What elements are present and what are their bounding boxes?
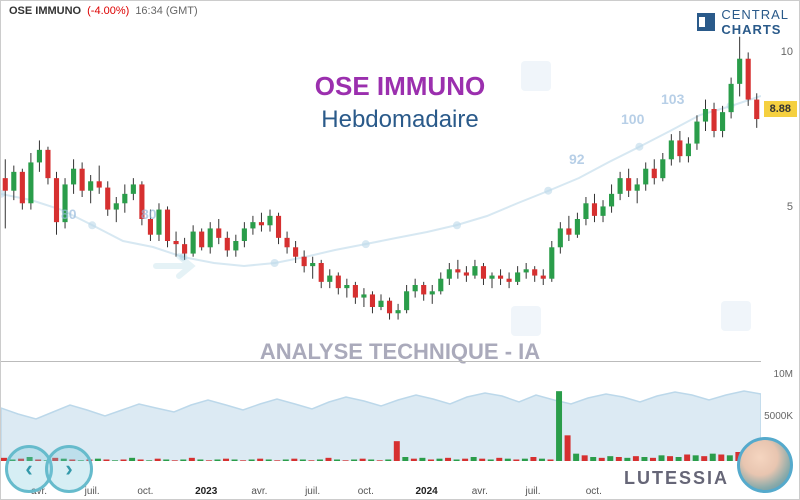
x-tick: avr. — [251, 486, 267, 497]
x-tick: avr. — [472, 486, 488, 497]
watermark-arrow-icon — [151, 241, 201, 291]
logo-text-1: CENTRAL — [721, 7, 789, 22]
assistant-avatar[interactable] — [737, 437, 793, 493]
x-tick: oct. — [137, 486, 153, 497]
x-tick: juil. — [85, 486, 100, 497]
x-tick: 2024 — [415, 486, 437, 497]
x-tick: 2023 — [195, 486, 217, 497]
lutessia-label: LUTESSIA — [624, 468, 729, 489]
watermark-number: 92 — [569, 151, 585, 167]
watermark-number: 100 — [621, 111, 644, 127]
x-tick: oct. — [586, 486, 602, 497]
vol-tick-10m: 10M — [774, 369, 793, 380]
watermark-number: 80 — [61, 206, 77, 222]
timestamp: 16:34 (GMT) — [135, 5, 197, 17]
watermark-doc-icon — [511, 306, 541, 336]
x-tick: juil. — [305, 486, 320, 497]
current-price-badge: 8.88 — [764, 101, 797, 117]
price-chart[interactable] — [1, 21, 761, 351]
watermark-chart-icon — [721, 301, 751, 331]
watermark-number: 80 — [141, 206, 157, 222]
chart-header: OSE IMMUNO (-4.00%) 16:34 (GMT) — [9, 5, 198, 17]
watermark-number: 103 — [661, 91, 684, 107]
price-change: (-4.00%) — [87, 5, 129, 17]
watermark-compass-icon — [521, 61, 551, 91]
volume-chart[interactable] — [1, 361, 761, 461]
x-tick: oct. — [358, 486, 374, 497]
vol-tick-5000k: 5000K — [764, 411, 793, 422]
nav-controls: ‹ › — [5, 445, 85, 493]
chart-container: OSE IMMUNO (-4.00%) 16:34 (GMT) CENTRALC… — [0, 0, 800, 500]
y-tick-5: 5 — [787, 201, 793, 213]
y-tick-10: 10 — [781, 46, 793, 58]
ticker-symbol: OSE IMMUNO — [9, 5, 81, 17]
nav-next-button[interactable]: › — [45, 445, 93, 493]
x-tick: juil. — [525, 486, 540, 497]
